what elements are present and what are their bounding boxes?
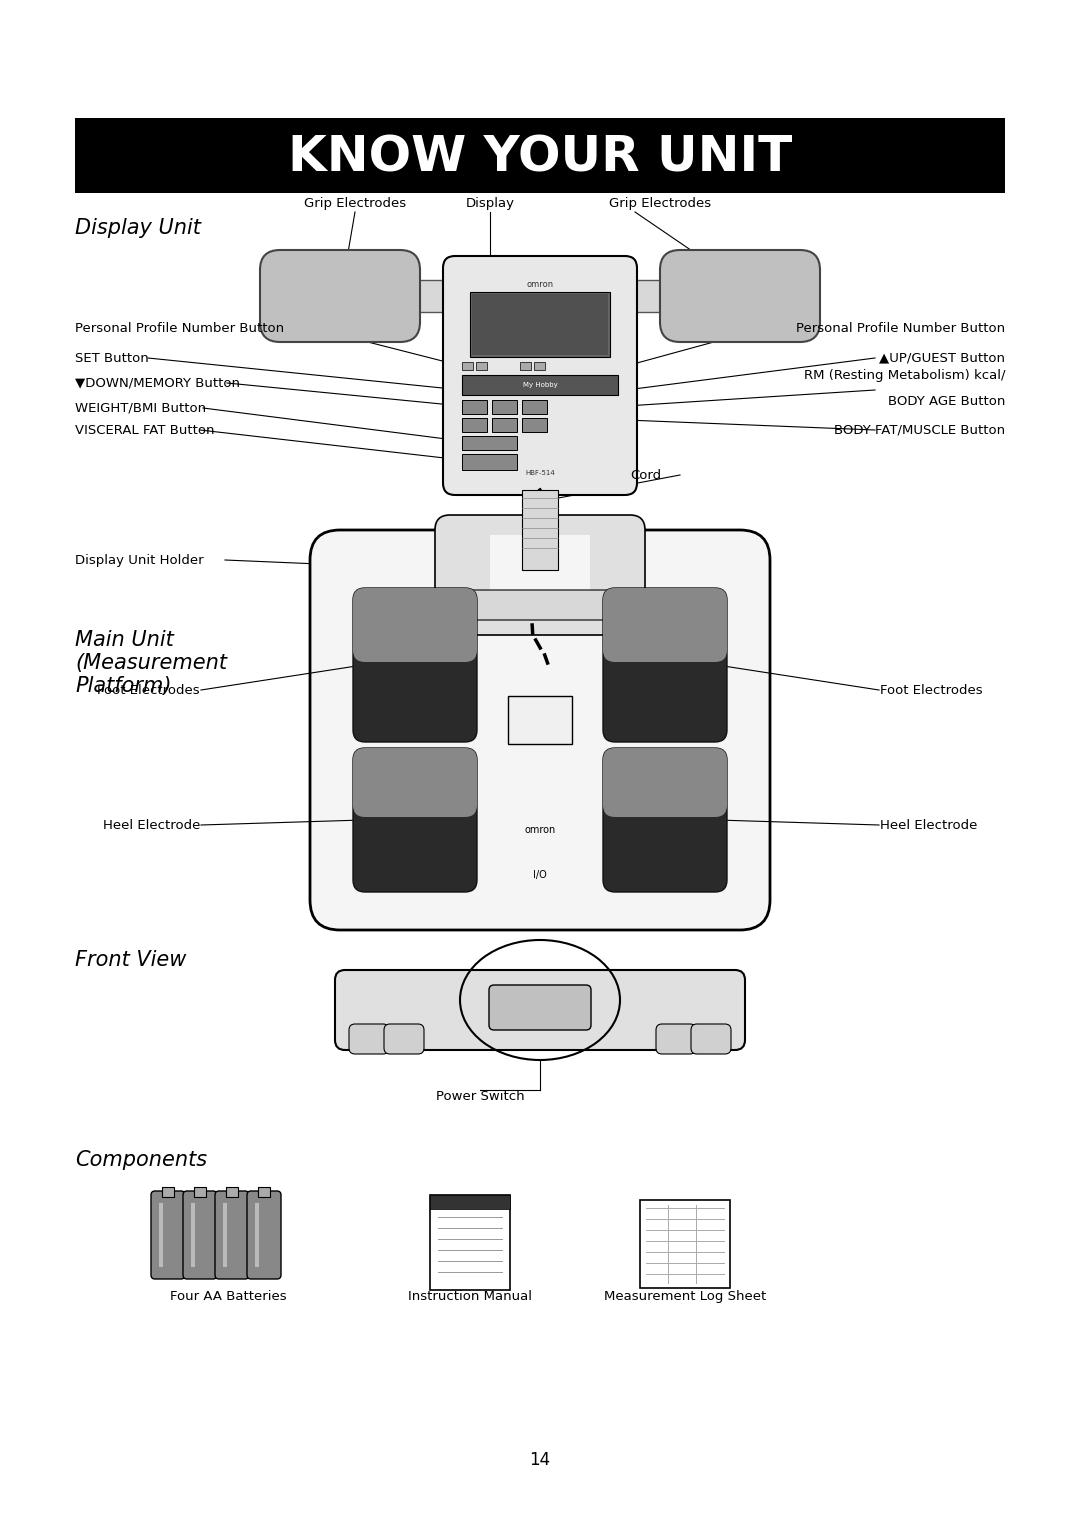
Bar: [492, 419, 517, 432]
Text: ▼DOWN/MEMORY Button: ▼DOWN/MEMORY Button: [75, 376, 240, 390]
Bar: [462, 362, 473, 370]
Text: VISCERAL FAT Button: VISCERAL FAT Button: [75, 423, 215, 437]
FancyBboxPatch shape: [443, 257, 637, 495]
Text: Personal Profile Number Button: Personal Profile Number Button: [75, 321, 284, 335]
Text: Power Switch: Power Switch: [435, 1089, 524, 1103]
FancyBboxPatch shape: [260, 251, 420, 342]
FancyBboxPatch shape: [603, 749, 727, 817]
Bar: [522, 419, 546, 432]
Text: I/O: I/O: [534, 869, 546, 880]
Bar: [508, 695, 572, 744]
Bar: [226, 1187, 238, 1196]
Bar: [365, 785, 465, 805]
FancyBboxPatch shape: [183, 1190, 217, 1279]
FancyBboxPatch shape: [349, 1024, 389, 1054]
Text: 14: 14: [529, 1452, 551, 1468]
Text: Grip Electrodes: Grip Electrodes: [609, 197, 711, 209]
Bar: [159, 1203, 163, 1267]
Bar: [462, 454, 517, 471]
Bar: [400, 280, 680, 312]
Text: Four AA Batteries: Four AA Batteries: [170, 1290, 286, 1303]
Bar: [522, 490, 558, 570]
Text: ▲UP/GUEST Button: ▲UP/GUEST Button: [879, 351, 1005, 365]
FancyBboxPatch shape: [384, 1024, 424, 1054]
Bar: [194, 1187, 206, 1196]
Text: Measurement Log Sheet: Measurement Log Sheet: [604, 1290, 766, 1303]
Text: Components: Components: [75, 1151, 207, 1170]
Text: KNOW YOUR UNIT: KNOW YOUR UNIT: [288, 133, 792, 180]
Bar: [490, 535, 590, 610]
Bar: [75, 118, 1005, 193]
FancyBboxPatch shape: [691, 1024, 731, 1054]
FancyBboxPatch shape: [603, 588, 727, 743]
Bar: [462, 435, 517, 451]
Bar: [430, 1195, 510, 1290]
Bar: [258, 1187, 270, 1196]
FancyBboxPatch shape: [151, 1190, 185, 1279]
Text: SET Button: SET Button: [75, 351, 149, 365]
Text: My Hobby: My Hobby: [523, 382, 557, 388]
Text: Instruction Manual: Instruction Manual: [408, 1290, 532, 1303]
Text: Foot Electrodes: Foot Electrodes: [97, 683, 200, 697]
Bar: [476, 362, 487, 370]
Bar: [492, 400, 517, 414]
Bar: [534, 362, 545, 370]
FancyBboxPatch shape: [247, 1190, 281, 1279]
FancyBboxPatch shape: [353, 588, 477, 662]
Text: Main Unit
(Measurement
Platform): Main Unit (Measurement Platform): [75, 630, 227, 697]
Bar: [462, 374, 618, 396]
Bar: [222, 1203, 227, 1267]
FancyBboxPatch shape: [215, 1190, 249, 1279]
Bar: [365, 625, 465, 649]
Text: Personal Profile Number Button: Personal Profile Number Button: [796, 321, 1005, 335]
FancyBboxPatch shape: [603, 588, 727, 662]
FancyBboxPatch shape: [489, 986, 591, 1030]
Text: Foot Electrodes: Foot Electrodes: [880, 683, 983, 697]
FancyBboxPatch shape: [310, 530, 770, 931]
Text: omron: omron: [526, 280, 554, 289]
Text: Grip Electrodes: Grip Electrodes: [303, 197, 406, 209]
Text: Heel Electrode: Heel Electrode: [103, 819, 200, 831]
Text: RM (Resting Metabolism) kcal/: RM (Resting Metabolism) kcal/: [804, 368, 1005, 382]
Text: Cord: Cord: [630, 469, 661, 481]
Bar: [430, 1195, 510, 1209]
FancyBboxPatch shape: [455, 590, 625, 620]
Bar: [640, 1199, 730, 1288]
Text: BODY AGE Button: BODY AGE Button: [888, 396, 1005, 408]
Text: Display Unit Holder: Display Unit Holder: [75, 553, 204, 567]
Text: Heel Electrode: Heel Electrode: [880, 819, 977, 831]
Text: WEIGHT/BMI Button: WEIGHT/BMI Button: [75, 402, 206, 414]
FancyBboxPatch shape: [353, 749, 477, 817]
Text: BODY FAT/MUSCLE Button: BODY FAT/MUSCLE Button: [834, 423, 1005, 437]
Bar: [462, 400, 487, 414]
Bar: [255, 1203, 259, 1267]
Text: Display Unit: Display Unit: [75, 219, 201, 238]
Bar: [470, 292, 610, 358]
Text: Display: Display: [465, 197, 514, 209]
Bar: [522, 400, 546, 414]
Bar: [615, 785, 715, 805]
FancyBboxPatch shape: [335, 970, 745, 1050]
FancyBboxPatch shape: [603, 749, 727, 892]
Text: omron: omron: [525, 825, 555, 834]
Bar: [472, 293, 608, 354]
Bar: [191, 1203, 195, 1267]
Bar: [519, 362, 531, 370]
Text: Front View: Front View: [75, 950, 187, 970]
Bar: [615, 625, 715, 649]
FancyBboxPatch shape: [353, 749, 477, 892]
FancyBboxPatch shape: [660, 251, 820, 342]
Bar: [162, 1187, 174, 1196]
FancyBboxPatch shape: [353, 588, 477, 743]
FancyBboxPatch shape: [435, 515, 645, 636]
Text: HBF-514: HBF-514: [525, 471, 555, 477]
Bar: [462, 419, 487, 432]
FancyBboxPatch shape: [656, 1024, 696, 1054]
